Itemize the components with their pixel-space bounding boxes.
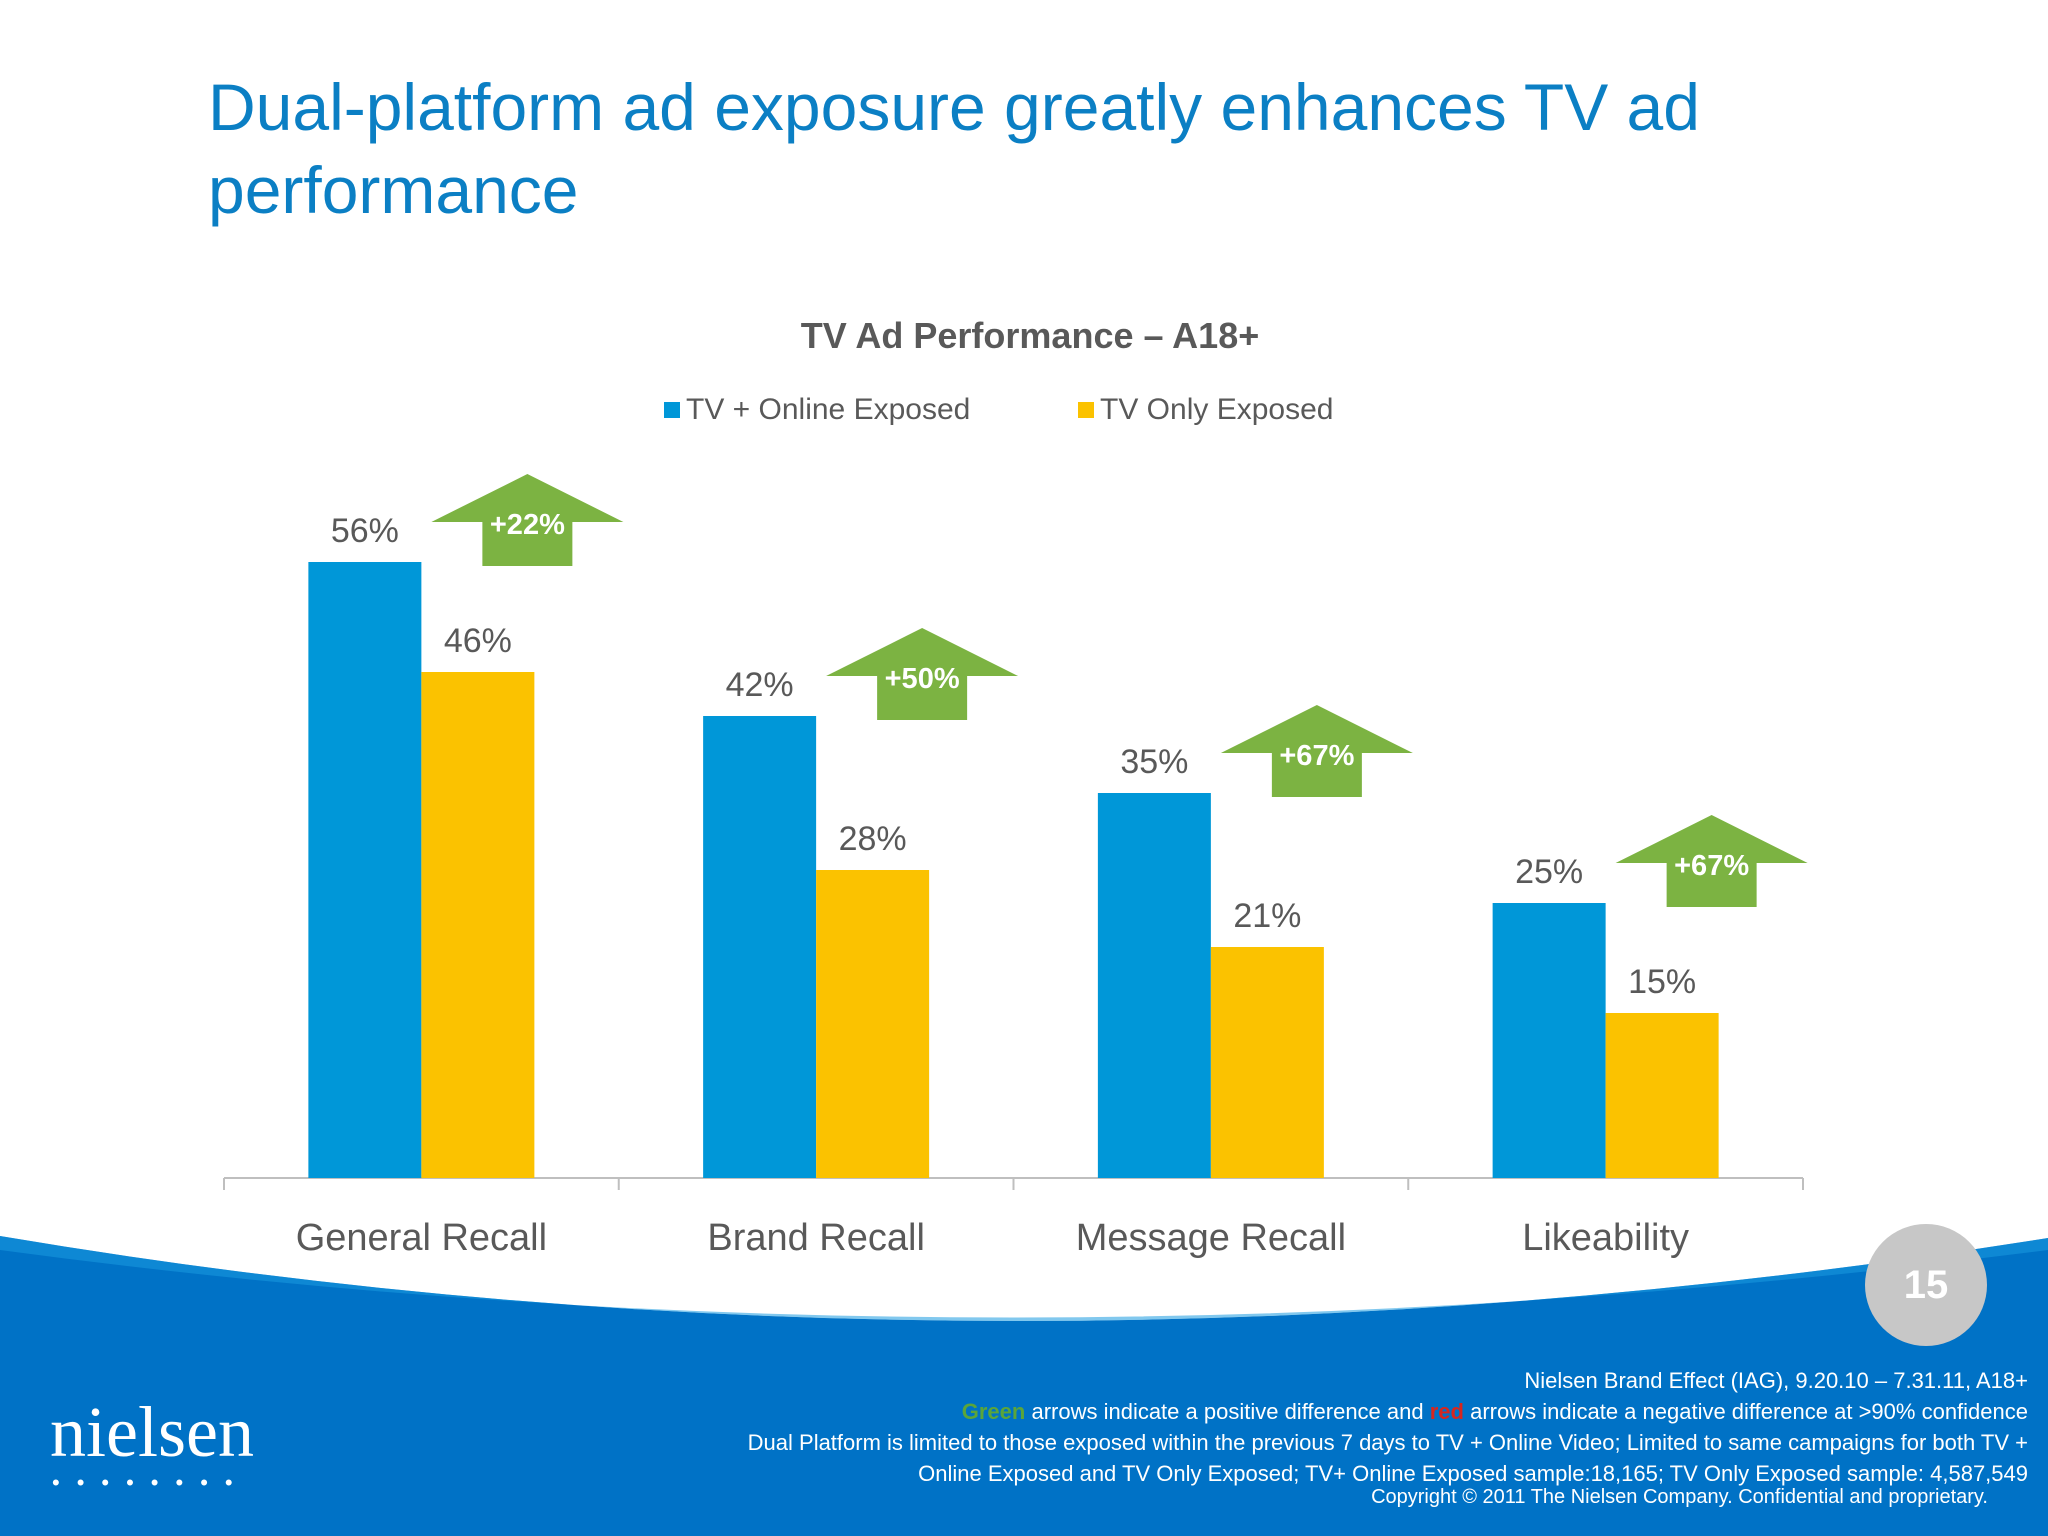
lift-label: +22% <box>490 509 565 541</box>
nielsen-logo-dots: •••••••• <box>52 1470 250 1495</box>
arrow-legend-note: Green arrows indicate a positive differe… <box>328 1396 2028 1427</box>
data-label: 35% <box>1120 743 1188 781</box>
footnotes: Nielsen Brand Effect (IAG), 9.20.10 – 7.… <box>328 1365 2028 1489</box>
bar <box>1605 1013 1719 1178</box>
arrow-stem <box>1666 863 1757 907</box>
data-label: 21% <box>1233 897 1301 935</box>
lift-arrow: +50% <box>826 628 1019 720</box>
arrow-note-part2: arrows indicate a negative difference at… <box>1463 1399 2028 1424</box>
arrow-head <box>826 628 1019 676</box>
bar <box>1210 947 1324 1178</box>
arrow-stem <box>877 676 968 720</box>
lift-label: +67% <box>1279 740 1354 772</box>
copyright: Copyright © 2011 The Nielsen Company. Co… <box>1371 1486 1988 1508</box>
bar <box>816 870 930 1178</box>
legend-label: TV Only Exposed <box>1100 393 1333 426</box>
lift-arrow: +22% <box>431 474 624 566</box>
bar <box>1097 793 1211 1178</box>
bars-group: 56% 46% +22% 42% 28% +50% 35% 21% +67% 25% 15% +67% <box>308 474 1808 1178</box>
chart-legend: TV + Online Exposed TV Only Exposed <box>664 393 1333 426</box>
bar <box>308 562 422 1178</box>
arrow-stem <box>1271 753 1362 797</box>
arrow-stem <box>482 522 573 566</box>
lift-label: +67% <box>1674 850 1749 882</box>
lift-label: +50% <box>885 663 960 695</box>
arrow-head <box>431 474 624 522</box>
lift-arrow: +67% <box>1220 705 1413 797</box>
data-label: 28% <box>839 820 907 858</box>
page-number: 15 <box>1865 1224 1987 1346</box>
data-label: 46% <box>444 622 512 660</box>
dual-platform-note-2: Online Exposed and TV Only Exposed; TV+ … <box>918 1461 2028 1486</box>
nielsen-logo: nielsen <box>50 1392 254 1472</box>
data-label: 56% <box>331 512 399 550</box>
x-axis: General Recall Brand Recall Message Recall… <box>223 1177 1804 1259</box>
data-label: 25% <box>1515 853 1583 891</box>
legend-swatch <box>664 402 680 418</box>
lift-arrow: +67% <box>1615 815 1808 907</box>
bar <box>1492 903 1606 1178</box>
green-word: Green <box>961 1399 1026 1424</box>
chart-title: TV Ad Performance – A18+ <box>801 315 1260 356</box>
legend-label: TV + Online Exposed <box>686 393 970 426</box>
arrow-head <box>1615 815 1808 863</box>
bar-chart: TV Ad Performance – A18+ TV + Online Exp… <box>223 315 1808 1259</box>
category-label: Likeability <box>1522 1217 1689 1259</box>
arrow-head <box>1220 705 1413 753</box>
source-note: Nielsen Brand Effect (IAG), 9.20.10 – 7.… <box>1524 1368 2028 1393</box>
slide-title: Dual-platform ad exposure greatly enhanc… <box>208 70 1700 227</box>
bar <box>703 716 817 1178</box>
red-word: red <box>1429 1399 1464 1424</box>
arrow-note-part1: arrows indicate a positive difference an… <box>1025 1399 1430 1424</box>
category-label: Brand Recall <box>707 1217 925 1259</box>
category-label: General Recall <box>296 1217 547 1259</box>
data-label: 42% <box>726 666 794 704</box>
data-label: 15% <box>1628 963 1696 1001</box>
dual-platform-note-1: Dual Platform is limited to those expose… <box>747 1430 2028 1455</box>
legend-swatch <box>1078 402 1094 418</box>
bar <box>421 672 535 1178</box>
category-label: Message Recall <box>1076 1217 1346 1259</box>
